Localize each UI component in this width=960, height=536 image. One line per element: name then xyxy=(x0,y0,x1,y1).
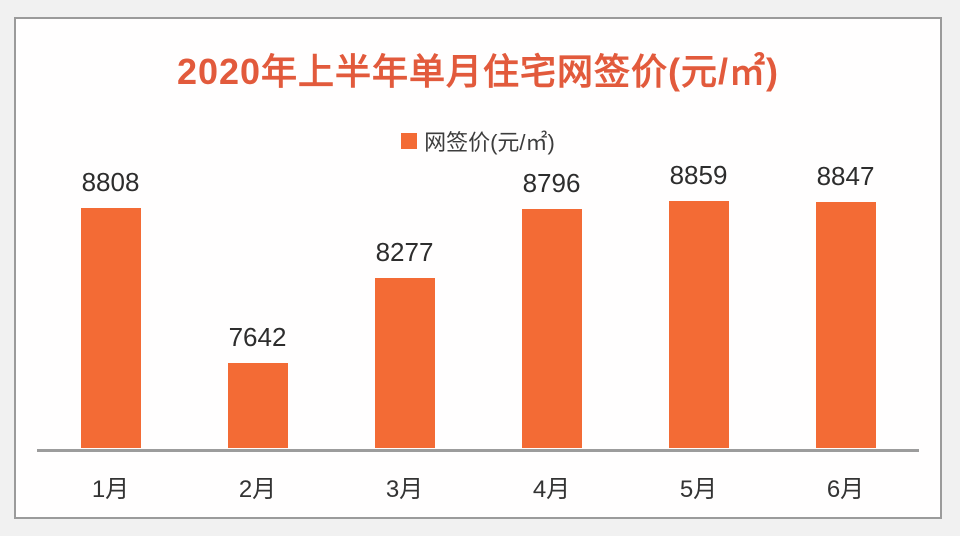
bar xyxy=(668,201,729,448)
bar-column: 8796 xyxy=(478,118,625,448)
value-label: 8847 xyxy=(816,161,875,191)
bar-column: 7642 xyxy=(184,118,331,448)
bar xyxy=(521,209,582,448)
bar xyxy=(227,363,288,448)
bar xyxy=(374,278,435,448)
value-label: 8808 xyxy=(81,167,140,197)
x-axis-label: 6月 xyxy=(826,476,865,503)
bar xyxy=(815,202,876,448)
bar-column: 8277 xyxy=(331,118,478,448)
x-axis-line xyxy=(37,449,919,452)
bar-column: 8859 xyxy=(625,118,772,448)
x-axis-labels: 1月 2月 3月 4月 5月 6月 xyxy=(37,469,919,504)
x-axis-label: 5月 xyxy=(679,476,718,503)
chart-card: 2020年上半年单月住宅网签价(元/㎡) 网签价(元/㎡) 8808 7642 … xyxy=(14,17,942,519)
plot-area: 8808 7642 8277 8796 8859 8847 xyxy=(37,118,919,448)
chart-title: 2020年上半年单月住宅网签价(元/㎡) xyxy=(176,51,780,92)
legend: 网签价(元/㎡) xyxy=(16,125,940,157)
x-axis-label: 3月 xyxy=(385,476,424,503)
value-label: 8796 xyxy=(522,168,581,198)
bar-column: 8808 xyxy=(37,118,184,448)
bar xyxy=(80,208,141,448)
value-label: 8277 xyxy=(375,237,434,267)
value-label: 8859 xyxy=(669,160,728,190)
x-axis-label: 4月 xyxy=(532,476,571,503)
legend-marker-icon xyxy=(401,133,418,149)
legend-label: 网签价(元/㎡) xyxy=(424,130,555,155)
x-axis-label: 2月 xyxy=(238,476,277,503)
bar-column: 8847 xyxy=(772,118,919,448)
x-axis-label: 1月 xyxy=(91,476,130,503)
value-label: 7642 xyxy=(228,322,287,352)
